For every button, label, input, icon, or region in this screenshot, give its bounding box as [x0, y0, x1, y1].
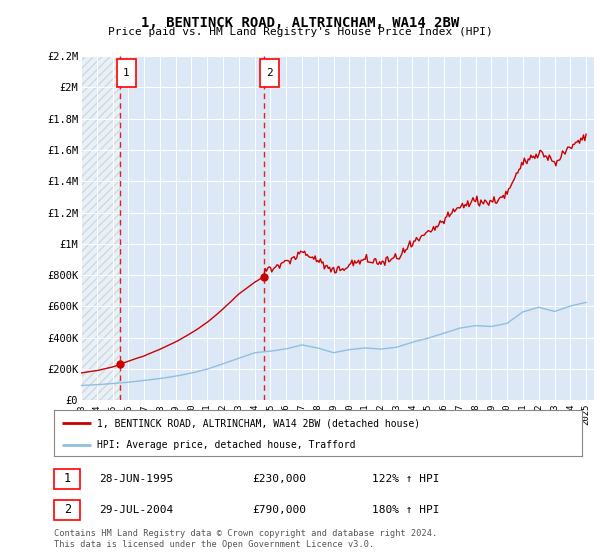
Text: 1, BENTINCK ROAD, ALTRINCHAM, WA14 2BW (detached house): 1, BENTINCK ROAD, ALTRINCHAM, WA14 2BW (…	[97, 418, 421, 428]
Bar	[116, 59, 136, 87]
Text: HPI: Average price, detached house, Trafford: HPI: Average price, detached house, Traf…	[97, 440, 356, 450]
Text: 180% ↑ HPI: 180% ↑ HPI	[372, 505, 439, 515]
Text: 29-JUL-2004: 29-JUL-2004	[99, 505, 173, 515]
Text: £230,000: £230,000	[252, 474, 306, 484]
Text: 2: 2	[64, 503, 71, 516]
Text: £790,000: £790,000	[252, 505, 306, 515]
Text: Contains HM Land Registry data © Crown copyright and database right 2024.
This d: Contains HM Land Registry data © Crown c…	[54, 529, 437, 549]
Text: 28-JUN-1995: 28-JUN-1995	[99, 474, 173, 484]
Text: 1, BENTINCK ROAD, ALTRINCHAM, WA14 2BW: 1, BENTINCK ROAD, ALTRINCHAM, WA14 2BW	[141, 16, 459, 30]
Text: 1: 1	[64, 472, 71, 486]
Text: 1: 1	[123, 68, 130, 78]
Bar	[81, 56, 121, 400]
Text: 122% ↑ HPI: 122% ↑ HPI	[372, 474, 439, 484]
Text: Price paid vs. HM Land Registry's House Price Index (HPI): Price paid vs. HM Land Registry's House …	[107, 27, 493, 37]
Text: 2: 2	[266, 68, 273, 78]
Bar	[260, 59, 279, 87]
